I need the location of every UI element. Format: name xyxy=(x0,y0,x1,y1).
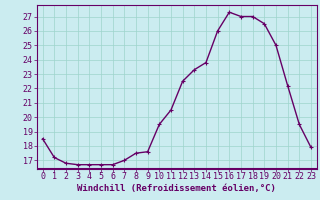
X-axis label: Windchill (Refroidissement éolien,°C): Windchill (Refroidissement éolien,°C) xyxy=(77,184,276,193)
